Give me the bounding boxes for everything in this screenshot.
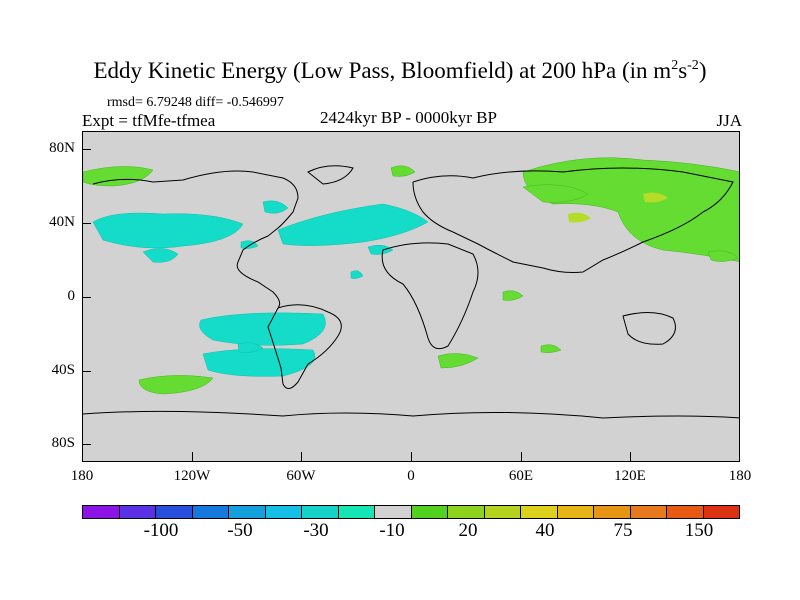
map-svg bbox=[83, 157, 739, 419]
lon-tick bbox=[411, 452, 412, 461]
neg-region-spacific bbox=[199, 312, 326, 346]
colorbar-swatch bbox=[448, 506, 485, 518]
colorbar bbox=[82, 505, 740, 519]
colorbar-swatch bbox=[630, 506, 667, 518]
lon-label: 0 bbox=[407, 468, 415, 484]
colorbar-label: -100 bbox=[143, 520, 179, 541]
pos-region-eurasia bbox=[522, 184, 589, 203]
map-panel bbox=[82, 131, 740, 462]
colorbar-swatch bbox=[484, 506, 521, 518]
lat-tick bbox=[82, 371, 91, 372]
lon-label: 180 bbox=[728, 468, 752, 484]
colorbar-swatch bbox=[338, 506, 375, 518]
pos-region-iceland bbox=[390, 165, 416, 177]
neg-region-npacific bbox=[92, 212, 244, 249]
colorbar-swatch bbox=[521, 506, 558, 518]
lon-tick bbox=[630, 452, 631, 461]
colorbar-swatch bbox=[667, 506, 704, 518]
neg-region-southern-1 bbox=[202, 348, 316, 377]
experiment-line: Expt = tfMfe-tfmea bbox=[82, 111, 216, 130]
colorbar-swatch bbox=[265, 506, 302, 518]
colorbar-label: 20 bbox=[458, 520, 478, 541]
colorbar-label: 75 bbox=[613, 520, 633, 541]
stats-line: rmsd= 6.79248 diff= -0.546997 bbox=[107, 95, 284, 110]
pos-region-indian bbox=[540, 344, 562, 353]
colorbar-label: -10 bbox=[379, 520, 405, 541]
colorbar-label: -30 bbox=[303, 520, 329, 541]
neg-region-small-2 bbox=[350, 270, 364, 279]
lon-label: 120E bbox=[614, 468, 646, 484]
colorbar-swatch bbox=[119, 506, 156, 518]
neg-region-pacific-small bbox=[142, 248, 179, 263]
neg-region-catlantic bbox=[367, 244, 394, 255]
lat-label: 40S bbox=[51, 362, 75, 378]
coast-antarctica bbox=[83, 410, 739, 419]
coast-eurasia bbox=[412, 167, 734, 273]
colorbar-swatch bbox=[229, 506, 266, 518]
coastlines bbox=[83, 165, 739, 419]
colorbar-swatch bbox=[83, 506, 120, 518]
colorbar-swatch bbox=[594, 506, 631, 518]
colorbar-swatch bbox=[302, 506, 339, 518]
colorbar-swatch bbox=[192, 506, 229, 518]
lat-label: 40N bbox=[49, 214, 75, 230]
lon-label: 60W bbox=[286, 468, 316, 484]
coast-greenland bbox=[307, 165, 354, 185]
pos-region-alaska bbox=[83, 166, 154, 187]
lat-label: 80S bbox=[51, 435, 75, 451]
coast-africa bbox=[381, 242, 479, 350]
pos-region-siberia bbox=[522, 157, 739, 262]
lat-tick bbox=[82, 297, 91, 298]
neg-region-small-3 bbox=[237, 342, 264, 353]
period-line: 2424kyr BP - 0000kyr BP bbox=[320, 108, 497, 127]
lat-tick bbox=[82, 444, 91, 445]
colorbar-swatch bbox=[411, 506, 448, 518]
negative-anomaly-regions bbox=[92, 200, 429, 377]
positive-anomaly-regions bbox=[83, 157, 739, 395]
lon-tick bbox=[521, 452, 522, 461]
colorbar-swatch bbox=[375, 506, 412, 518]
lat-tick bbox=[82, 223, 91, 224]
pos-region-southern bbox=[138, 375, 214, 395]
colorbar-label: 40 bbox=[535, 520, 555, 541]
lon-label: 60E bbox=[508, 468, 534, 484]
colorbar-swatch bbox=[703, 506, 739, 518]
colorbar-swatch bbox=[557, 506, 594, 518]
lon-tick bbox=[192, 452, 193, 461]
pos-region-npacific-e bbox=[707, 250, 739, 262]
strong-positive-regions bbox=[568, 192, 668, 223]
neg-region-namerica bbox=[262, 200, 289, 214]
lon-label: 120W bbox=[173, 468, 211, 484]
strong-pos-region-2 bbox=[643, 192, 668, 203]
lat-tick bbox=[82, 149, 91, 150]
lat-label: 0 bbox=[67, 288, 76, 304]
colorbar-swatch bbox=[156, 506, 193, 518]
coast-samerica bbox=[267, 304, 342, 389]
pos-region-safrica bbox=[437, 353, 479, 369]
pos-region-india bbox=[502, 290, 524, 301]
coast-namerica bbox=[92, 170, 299, 309]
lon-tick bbox=[301, 452, 302, 461]
chart-title: Eddy Kinetic Energy (Low Pass, Bloomfiel… bbox=[93, 58, 707, 83]
lat-label: 80N bbox=[49, 140, 75, 156]
neg-region-natlantic bbox=[277, 203, 429, 246]
colorbar-label: -50 bbox=[227, 520, 253, 541]
lon-label: 180 bbox=[70, 468, 94, 484]
strong-pos-region-1 bbox=[568, 212, 591, 223]
coast-australia bbox=[622, 312, 676, 345]
colorbar-label: 150 bbox=[684, 520, 714, 541]
season-label: JJA bbox=[716, 111, 742, 130]
